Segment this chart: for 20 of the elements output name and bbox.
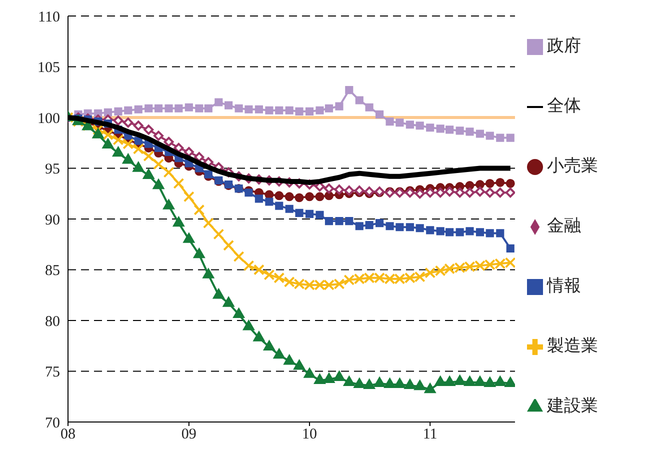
x-tick-label: 10 [302, 426, 318, 443]
legend-label: 政府 [547, 36, 581, 56]
y-tick-label: 70 [45, 415, 60, 432]
legend-label: 建設業 [547, 396, 598, 416]
legend-label: 全体 [547, 96, 581, 116]
y-tick-label: 105 [38, 60, 60, 76]
y-tick-label: 90 [45, 212, 60, 228]
y-tick-label: 95 [45, 162, 60, 178]
x-tick-label: 11 [422, 426, 438, 443]
y-tick-label: 80 [45, 314, 60, 330]
x-tick-label: 09 [181, 426, 196, 443]
legend-label: 小売業 [547, 156, 598, 176]
y-tick-label: 110 [38, 9, 60, 26]
y-tick-label: 75 [45, 364, 60, 381]
legend-label: 製造業 [547, 336, 598, 356]
y-tick-label: 85 [45, 263, 60, 280]
x-tick-label: 08 [60, 426, 76, 443]
legend-label: 金融 [547, 216, 581, 236]
y-tick-label: 100 [38, 110, 60, 127]
legend-label: 情報 [547, 276, 581, 296]
